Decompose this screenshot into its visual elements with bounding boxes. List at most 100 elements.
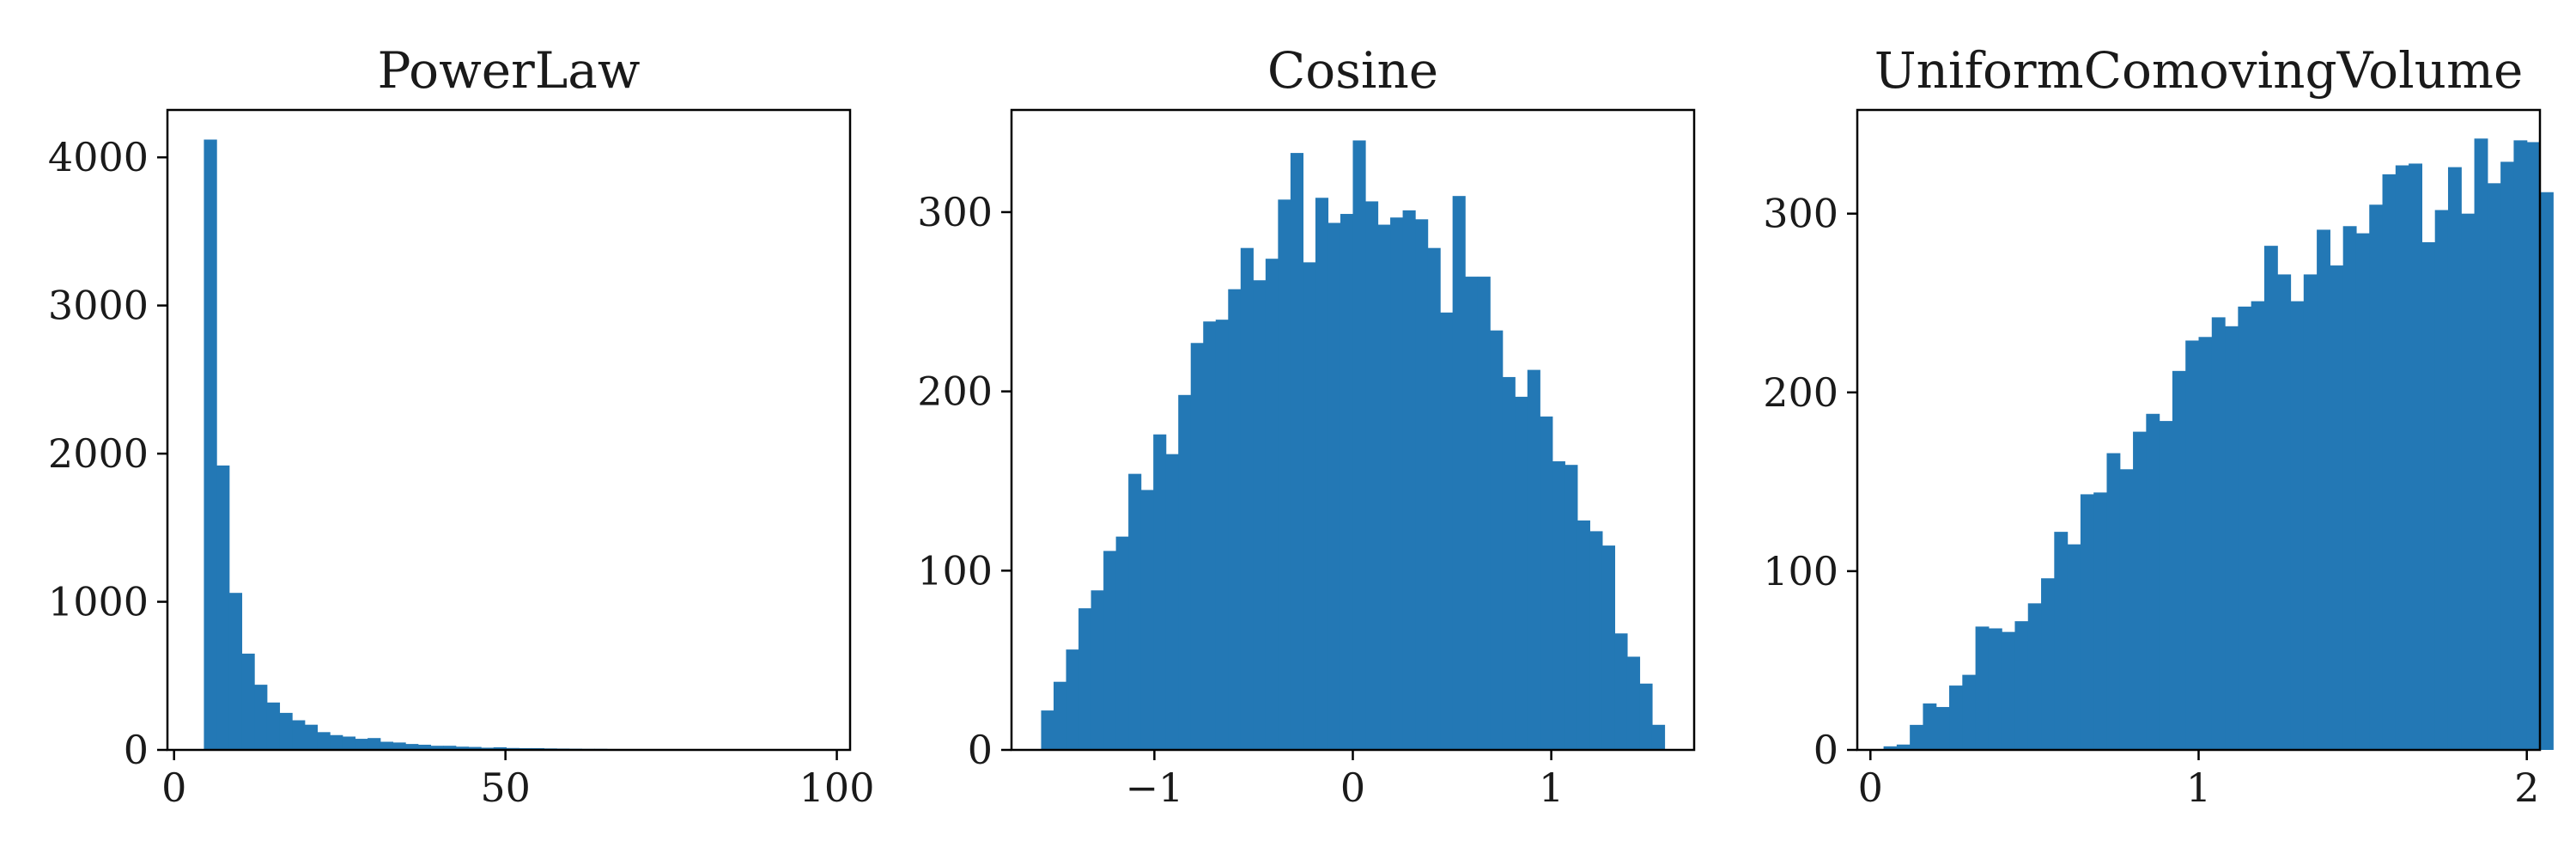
y-axis: 0 1000 2000 3000 4000 [48,134,167,773]
histogram-bar [1340,214,1354,751]
y-tick-label: 4000 [48,134,149,180]
histogram-bar [2277,274,2292,750]
histogram-bar [2041,578,2055,750]
histogram-bar [1988,628,2002,750]
histogram-bar [1327,222,1341,750]
histogram-bar [2080,494,2094,750]
histogram-bar [430,746,444,750]
histogram-bar [1265,259,1279,750]
histogram-bars [1041,140,1666,751]
histogram-bar [380,741,394,750]
histogram-bar [1577,520,1590,750]
histogram-bar [1614,633,1628,750]
histogram-bar [1552,461,1565,750]
histogram-bar [1365,201,1379,750]
histogram-bar [2513,140,2528,751]
histogram-bar [2330,265,2344,750]
histogram-bar [2500,161,2515,750]
histogram-bar [2251,301,2265,750]
histogram-bar [2461,213,2476,751]
histogram-bar [2421,241,2436,751]
histogram-bar [1626,656,1641,750]
histogram-bar [1427,247,1441,750]
histogram-bar [1589,531,1603,750]
histogram-bar [1564,465,1578,750]
axes-frame [166,108,852,752]
histogram-bar [2093,492,2108,750]
x-tick-label: 50 [480,765,531,811]
histogram-bar [2133,431,2147,750]
histogram-bar [1465,277,1479,750]
histogram-bar [1178,394,1192,750]
histogram-bar [1896,744,1911,750]
histogram-bar [330,734,343,750]
histogram-bar [481,747,495,750]
histogram-bar [1377,224,1391,750]
histogram-bar [2526,142,2541,750]
histogram-bar [1066,649,1079,750]
y-tick-label: 3000 [48,283,149,329]
histogram-bar [1440,312,1454,750]
histogram-bar [1078,608,1092,750]
histogram-bar [1041,710,1054,750]
histogram-bar [1103,551,1117,750]
histogram-bar [1651,724,1666,750]
histogram-bar [1975,626,1990,750]
histogram-bar [1091,590,1104,750]
histogram-bar [2263,246,2278,750]
histogram-bar [1452,196,1466,750]
histogram-bar [1303,262,1316,750]
histogram-bar [292,720,306,750]
histogram-bar [1402,210,1416,751]
histogram-bar [1240,247,1254,750]
y-tick-label: 0 [1814,727,1838,773]
histogram-bar [2198,337,2213,750]
histogram-bar [1949,685,1963,750]
histogram-bar [2159,421,2173,750]
histogram-bar [1054,681,1067,750]
x-tick-label: 0 [1340,765,1365,811]
histogram-bar [1390,217,1404,750]
subplot-title: UniformComovingVolume [1874,41,2524,100]
histogram-bar [228,593,243,750]
histogram-bar [2409,163,2423,750]
histogram-bar [1639,683,1653,750]
histogram-bar [493,746,507,750]
histogram-bar [1883,746,1898,750]
histogram-bar [1115,536,1129,750]
histogram-bar [2172,370,2186,750]
y-tick-label: 1000 [48,579,149,625]
histogram-bar [1153,434,1167,750]
histogram-bar [2317,229,2330,750]
histogram-bar [1490,330,1504,750]
histogram-bar [254,685,268,750]
histogram-bar [1910,724,1924,750]
histogram-bar [2054,532,2069,750]
y-tick-label: 300 [917,189,993,235]
x-tick-label: 100 [799,765,875,811]
histogram-bar [1215,320,1229,750]
histogram-bar [2119,469,2134,750]
histogram-bar [455,746,470,750]
x-tick-label: 2 [2514,765,2539,811]
subplot-title: Cosine [1267,41,1438,100]
histogram-bar [1165,454,1179,750]
y-tick-label: 0 [124,727,149,773]
histogram-bar [304,724,319,750]
histogram-bar [1315,198,1329,751]
histogram-bar [1203,321,1217,750]
histogram-bar [417,744,432,750]
histogram-bar [2382,174,2397,750]
histogram-bar [1140,490,1154,750]
histogram-bar [1278,199,1291,750]
y-tick-label: 100 [917,547,993,594]
histogram-bar [216,465,230,750]
histogram-bars [204,139,835,751]
y-axis: 0 100 200 300 [917,189,1012,773]
x-tick-label: 0 [161,765,186,811]
histogram-bar [443,746,457,750]
y-tick-label: 200 [1763,369,1838,416]
histogram-bar [355,739,368,750]
histogram-bar [405,744,419,750]
